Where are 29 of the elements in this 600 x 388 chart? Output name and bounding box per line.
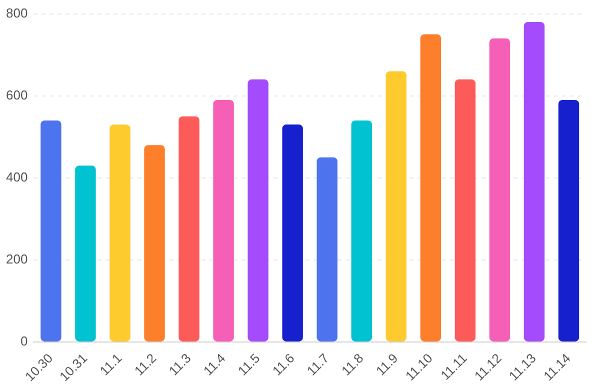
bar [213, 100, 234, 342]
y-tick-label: 400 [6, 169, 28, 184]
y-tick-label: 0 [20, 334, 28, 349]
bar [75, 166, 96, 342]
bar [282, 124, 303, 342]
y-tick-label: 800 [6, 5, 28, 20]
bar [386, 71, 406, 342]
bar [110, 124, 130, 342]
bar [40, 120, 62, 342]
x-tick-label: 11.5 [234, 350, 263, 378]
bar [420, 34, 442, 342]
y-tick-label: 200 [6, 252, 28, 266]
bar [351, 120, 372, 342]
x-tick-label: 11.4 [200, 350, 228, 378]
bar [248, 79, 268, 342]
bar [524, 22, 545, 342]
y-tick-label: 600 [6, 87, 28, 102]
x-tick-label: 11.8 [338, 350, 366, 378]
bar [316, 157, 338, 342]
bar [144, 145, 165, 342]
bar [454, 79, 476, 342]
x-tick-label: 11.6 [269, 350, 298, 378]
x-tick-label: 11.9 [372, 350, 401, 378]
bar [178, 116, 200, 342]
x-tick-label: 11.2 [131, 350, 160, 378]
bar [489, 38, 510, 342]
bar [558, 100, 580, 342]
x-tick-label: 11.3 [166, 350, 194, 378]
x-tick-label: 11.1 [96, 350, 125, 378]
